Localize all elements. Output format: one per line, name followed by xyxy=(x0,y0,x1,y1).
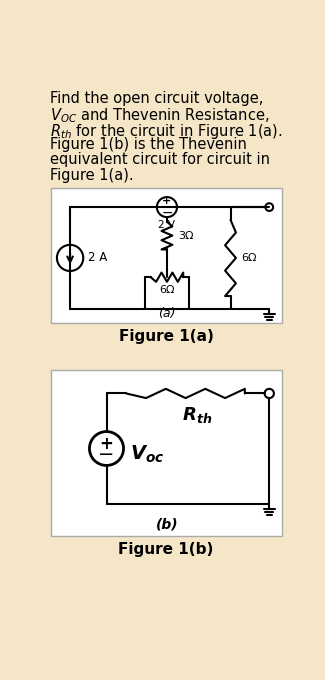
Text: +: + xyxy=(162,196,172,206)
Text: 6Ω: 6Ω xyxy=(159,285,175,295)
Text: Find the open circuit voltage,: Find the open circuit voltage, xyxy=(50,91,263,106)
Text: −: − xyxy=(98,445,115,464)
Text: Figure 1(a): Figure 1(a) xyxy=(119,328,214,344)
Text: −: − xyxy=(161,206,173,220)
Text: Figure 1(b) is the Thevenin: Figure 1(b) is the Thevenin xyxy=(50,137,247,152)
Text: equivalent circuit for circuit in: equivalent circuit for circuit in xyxy=(50,152,270,167)
Text: Figure 1(a).: Figure 1(a). xyxy=(50,168,134,183)
Text: 3Ω: 3Ω xyxy=(178,231,193,241)
Text: 6Ω: 6Ω xyxy=(241,253,257,263)
Text: $\it{R}_{th}$ for the circuit in Figure 1(a).: $\it{R}_{th}$ for the circuit in Figure … xyxy=(50,122,282,141)
Text: +: + xyxy=(99,435,113,453)
Text: 2 V: 2 V xyxy=(159,220,176,231)
Text: Figure 1(b): Figure 1(b) xyxy=(119,542,214,557)
Text: $\it{V}_{OC}$ and Thevenin Resistance,: $\it{V}_{OC}$ and Thevenin Resistance, xyxy=(50,106,269,125)
Text: $\bfit{V}_{oc}$: $\bfit{V}_{oc}$ xyxy=(130,444,164,465)
Text: $\bfit{R}_{th}$: $\bfit{R}_{th}$ xyxy=(182,405,212,425)
Text: (b): (b) xyxy=(156,517,178,531)
FancyBboxPatch shape xyxy=(51,188,282,322)
FancyBboxPatch shape xyxy=(51,371,282,536)
Text: (a): (a) xyxy=(158,307,176,320)
Text: 2 A: 2 A xyxy=(88,252,107,265)
